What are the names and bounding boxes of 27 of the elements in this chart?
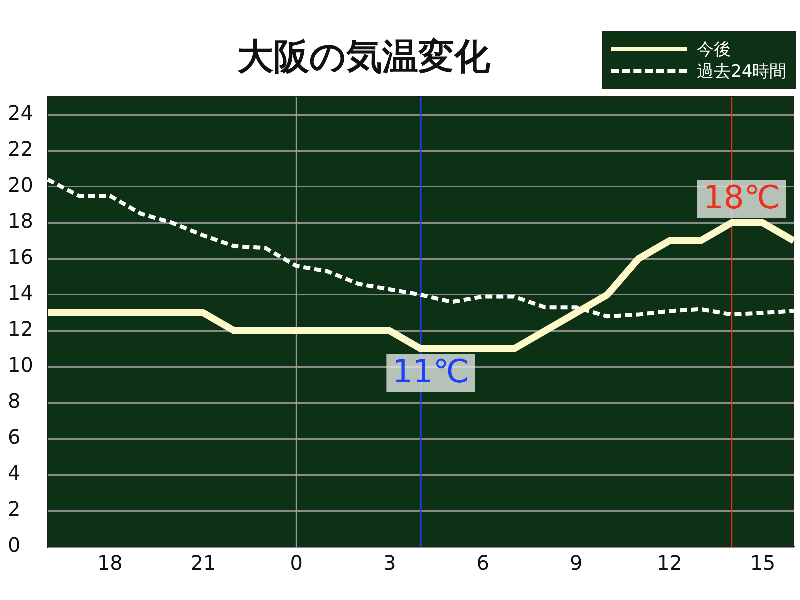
y-tick-label: 4 <box>8 461 21 486</box>
x-tick-label: 15 <box>750 551 776 576</box>
y-tick-label: 12 <box>8 317 34 342</box>
annotation: 18℃ <box>704 178 780 216</box>
y-tick-label: 8 <box>8 389 21 414</box>
legend-label: 今後 <box>697 38 731 60</box>
x-tick-label: 21 <box>190 551 216 576</box>
y-tick-label: 14 <box>8 281 34 306</box>
y-tick-label: 16 <box>8 245 34 270</box>
x-tick-label: 6 <box>476 551 490 576</box>
y-tick-label: 20 <box>8 173 34 198</box>
y-tick-label: 18 <box>8 209 34 234</box>
x-tick-label: 18 <box>97 551 123 576</box>
y-tick-label: 2 <box>8 497 21 522</box>
x-tick-label: 9 <box>570 551 583 576</box>
chart-title: 大阪の気温変化 <box>238 37 490 78</box>
y-tick-label: 22 <box>8 137 34 162</box>
x-tick-label: 3 <box>384 551 396 576</box>
annotation: 11℃ <box>392 352 470 390</box>
y-tick-label: 0 <box>8 533 21 558</box>
y-tick-label: 10 <box>8 353 34 378</box>
y-tick-label: 24 <box>8 101 34 126</box>
legend-label: 過去24時間 <box>697 60 787 82</box>
x-tick-label: 12 <box>656 551 682 576</box>
x-tick-label: 0 <box>290 551 304 576</box>
y-tick-label: 6 <box>8 425 21 450</box>
line-series <box>46 178 796 319</box>
